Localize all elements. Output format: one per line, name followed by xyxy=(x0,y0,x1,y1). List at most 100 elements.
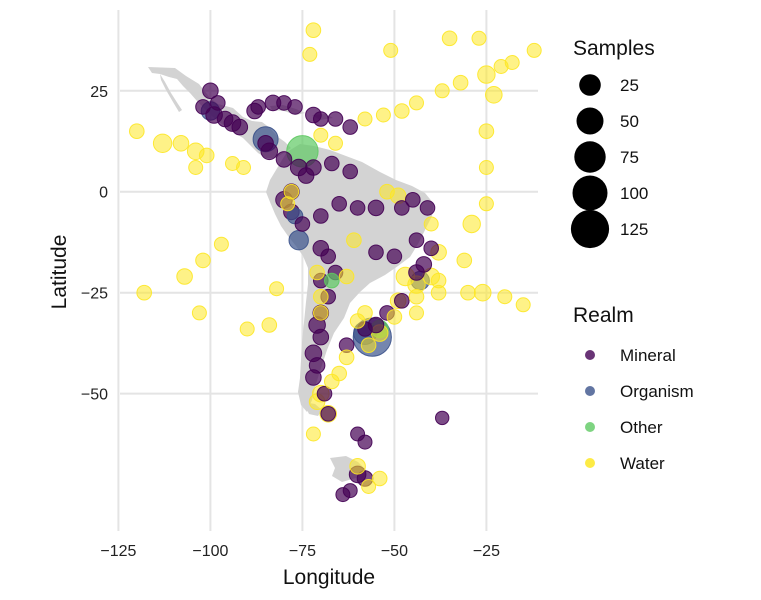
data-point-water xyxy=(313,127,329,143)
data-point-water xyxy=(375,107,391,123)
color-legend-title: Realm xyxy=(573,304,634,327)
data-point-water xyxy=(409,305,424,321)
data-point-water xyxy=(497,289,513,305)
data-point-mineral xyxy=(195,99,211,115)
data-point-water xyxy=(236,160,251,175)
data-point-water xyxy=(195,252,211,269)
data-point-water xyxy=(471,30,487,46)
x-tick-label: −100 xyxy=(192,543,228,560)
data-point-water xyxy=(191,305,207,321)
data-point-mineral xyxy=(216,110,234,128)
data-point-water xyxy=(394,103,410,119)
data-point-mineral xyxy=(316,385,333,402)
data-point-water xyxy=(269,281,285,297)
data-point-water xyxy=(313,288,329,305)
data-point-mineral xyxy=(394,293,410,309)
color-legend-key xyxy=(585,350,595,360)
x-axis-ticks: −125 −100 −75 −50 −25 xyxy=(100,543,500,560)
x-tick-label: −50 xyxy=(381,543,408,560)
data-point-water xyxy=(423,216,439,232)
data-point-water xyxy=(478,123,495,139)
data-point-mineral xyxy=(331,196,348,212)
data-point-water xyxy=(129,123,145,139)
data-point-water xyxy=(305,426,321,442)
data-point-other xyxy=(324,272,340,289)
data-point-mineral xyxy=(349,200,366,216)
data-point-water xyxy=(357,111,373,127)
size-legend-key xyxy=(570,209,610,249)
data-point-water xyxy=(176,268,193,285)
data-point-mineral xyxy=(327,111,344,127)
size-legend-key xyxy=(576,107,604,135)
data-point-mineral xyxy=(368,244,384,261)
data-point-mineral xyxy=(342,119,359,135)
data-point-mineral xyxy=(419,200,436,216)
data-point-mineral xyxy=(305,369,322,386)
y-axis-title: Latitude xyxy=(48,235,71,310)
data-point-mineral xyxy=(313,208,329,224)
data-point-water xyxy=(280,196,296,212)
data-point-mineral xyxy=(313,111,329,127)
y-tick-label: 25 xyxy=(90,84,108,101)
data-point-mineral xyxy=(231,118,249,136)
data-point-water xyxy=(357,305,373,321)
data-point-water xyxy=(485,86,503,104)
size-legend-label: 125 xyxy=(620,220,648,239)
x-tick-label: −75 xyxy=(289,543,316,560)
data-point-mineral xyxy=(357,434,373,450)
y-tick-label: 0 xyxy=(99,185,108,202)
data-point-water xyxy=(526,42,542,58)
data-point-mineral xyxy=(312,328,330,346)
data-point-water xyxy=(452,74,469,91)
data-point-water xyxy=(408,288,425,305)
data-point-mineral xyxy=(423,240,440,257)
size-legend-label: 50 xyxy=(620,112,639,131)
data-point-water xyxy=(324,373,340,390)
color-legend-label: Water xyxy=(620,454,665,473)
data-point-water xyxy=(460,284,476,301)
data-point-mineral xyxy=(257,135,274,152)
data-point-mineral xyxy=(335,487,351,503)
color-legend-label: Other xyxy=(620,418,663,437)
data-point-mineral xyxy=(294,216,311,232)
size-legend-key xyxy=(574,141,606,173)
data-point-mineral xyxy=(367,199,385,217)
data-point-water xyxy=(338,349,355,366)
size-legend: Samples 25 50 75 100 125 xyxy=(570,37,655,249)
size-legend-title: Samples xyxy=(573,37,655,60)
data-point-water xyxy=(261,317,278,333)
data-point-mineral xyxy=(324,155,340,172)
data-point-mineral xyxy=(275,151,293,168)
data-point-water xyxy=(239,321,255,337)
data-point-mineral xyxy=(320,406,337,422)
data-point-mineral xyxy=(408,232,425,248)
data-point-water xyxy=(409,95,424,111)
data-point-mineral xyxy=(435,410,450,426)
data-point-water xyxy=(379,183,395,200)
data-point-water xyxy=(213,236,229,252)
data-point-water xyxy=(360,337,377,354)
size-legend-label: 100 xyxy=(620,184,648,203)
data-point-water xyxy=(305,22,322,39)
data-point-water xyxy=(371,470,388,487)
data-point-mineral xyxy=(408,264,425,281)
data-point-water xyxy=(504,55,520,70)
data-point-water xyxy=(338,268,355,285)
x-axis-title: Longitude xyxy=(283,566,375,589)
data-point-mineral xyxy=(305,159,322,176)
data-point-water xyxy=(346,232,362,248)
data-point-water xyxy=(434,83,450,99)
color-legend: Realm Mineral Organism Other Water xyxy=(573,304,694,473)
data-point-mineral xyxy=(202,82,219,100)
data-point-water xyxy=(313,305,329,321)
data-point-mineral xyxy=(386,248,403,265)
data-point-water xyxy=(456,252,473,269)
data-point-mineral xyxy=(394,200,410,216)
data-point-water xyxy=(383,42,399,58)
y-tick-label: −50 xyxy=(81,387,108,404)
data-point-water xyxy=(515,297,531,313)
data-point-water xyxy=(349,458,366,475)
